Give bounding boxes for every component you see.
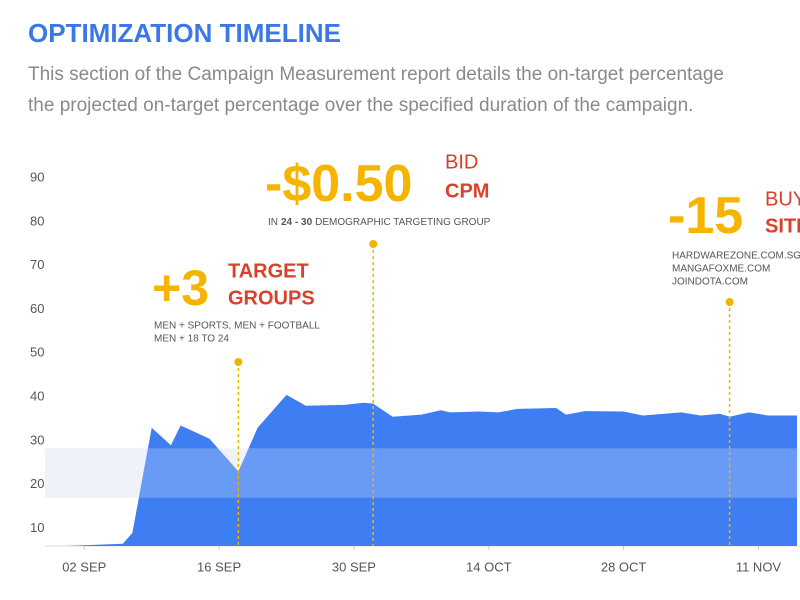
annotation-detail: JOINDOTA.COM	[672, 277, 748, 288]
annotation-detail-part: DEMOGRAPHIC TARGETING GROUP	[315, 217, 491, 228]
annotation-detail: MEN + SPORTS, MEN + FOOTBALL	[154, 321, 320, 332]
annotation-dot	[369, 240, 378, 248]
area	[65, 394, 797, 546]
y-tick-label: 10	[30, 520, 44, 535]
annotation-dot	[234, 358, 243, 366]
subtitle: This section of the Campaign Measurement…	[28, 64, 724, 85]
y-tick-label: 50	[30, 345, 44, 360]
annotation-dot	[725, 298, 734, 306]
annotation-label: BUY	[765, 188, 800, 210]
y-tick-label: 60	[30, 301, 44, 316]
y-tick-label: 70	[30, 257, 44, 272]
annotation-detail: MANGAFOXME.COM	[672, 264, 770, 275]
annotation-detail: MEN + 18 TO 24	[154, 334, 229, 345]
y-tick-label: 90	[30, 169, 44, 184]
annotation-headline: -$0.50	[265, 155, 412, 213]
subtitle: the projected on-target percentage over …	[28, 95, 693, 116]
x-tick-label: 14 OCT	[466, 559, 512, 574]
annotation-label: SITES	[765, 215, 800, 237]
y-tick-label: 20	[30, 476, 44, 491]
y-tick-label: 40	[30, 388, 44, 403]
annotation-headline: -15	[668, 187, 743, 245]
x-tick-label: 28 OCT	[601, 559, 647, 574]
annotation-detail-part: IN	[268, 217, 278, 228]
chart-title: OPTIMIZATION TIMELINE	[28, 18, 341, 48]
annotation-headline: +3	[152, 260, 209, 316]
annotation-label: CPM	[445, 180, 489, 202]
x-tick-label: 02 SEP	[62, 559, 106, 574]
y-tick-label: 30	[30, 432, 44, 447]
annotation-detail: HARDWAREZONE.COM.SG	[672, 251, 800, 262]
y-tick-label: 80	[30, 213, 44, 228]
x-tick-label: 30 SEP	[332, 559, 376, 574]
annotation-detail: IN 24 - 30 DEMOGRAPHIC TARGETING GROUP	[268, 217, 491, 228]
annotation-label: BID	[445, 151, 478, 173]
x-tick-label: 16 SEP	[197, 559, 241, 574]
annotation-label: GROUPS	[228, 287, 315, 309]
x-tick-label: 11 NOV	[736, 559, 782, 574]
annotation-label: TARGET	[228, 260, 309, 282]
annotation-detail-part: 24 - 30	[281, 217, 313, 228]
target-band-on-area	[65, 448, 797, 498]
